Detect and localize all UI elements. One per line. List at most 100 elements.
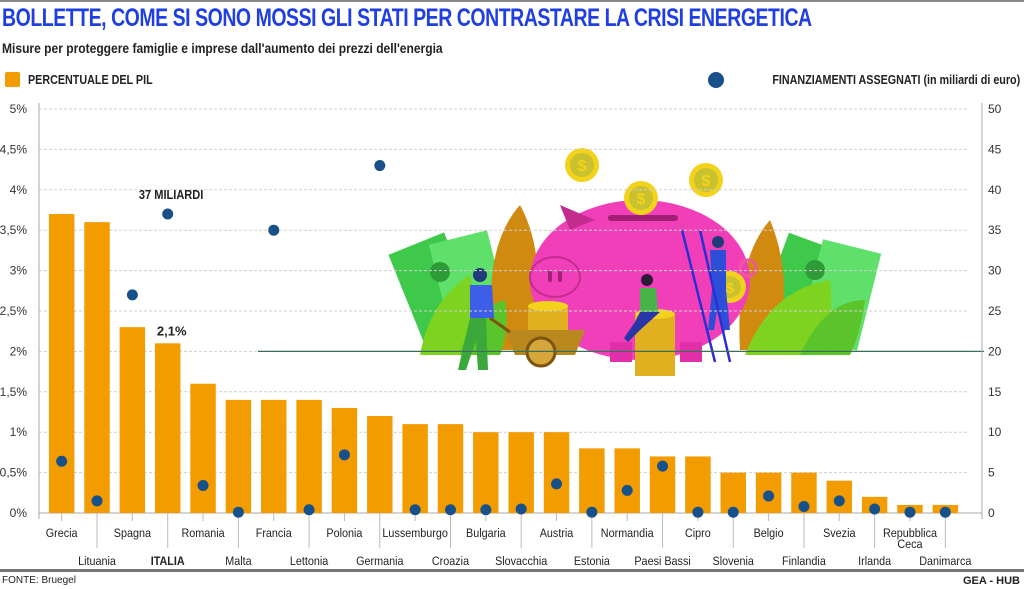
x-tick-label: Belgio <box>754 528 784 541</box>
x-tick-label: Normandia <box>601 528 654 541</box>
svg-text:$: $ <box>702 173 711 190</box>
data-point <box>232 506 244 518</box>
data-point <box>338 449 350 461</box>
piggy-bank-illustration: $ $ $ $ <box>388 148 882 376</box>
bottom-rule <box>0 569 1024 572</box>
x-tick-label: Irlanda <box>858 556 892 569</box>
data-point <box>692 506 704 518</box>
bar <box>685 456 711 513</box>
y-right-tick-label: 0 <box>988 506 995 520</box>
legend-bar-swatch <box>5 72 20 87</box>
y-left-tick-label: 1% <box>10 425 28 439</box>
labels: Grecia Lituania Spagna ITALIA Romania Malta Fr… <box>46 187 972 568</box>
x-tick-label: Lettonia <box>290 556 329 569</box>
x-tick-label: Austria <box>540 528 574 541</box>
data-point <box>303 504 315 516</box>
y-left-tick-label: 3% <box>10 264 28 278</box>
data-point <box>444 504 456 516</box>
leaf-icon <box>739 220 865 355</box>
legend-item-pil: PERCENTUALE DEL PIL <box>5 72 173 87</box>
ladder-icon <box>680 229 732 363</box>
bar <box>225 399 252 513</box>
y-right-tick-label: 45 <box>988 142 1002 156</box>
data-point <box>480 504 492 516</box>
bar <box>367 416 393 513</box>
bar <box>614 448 640 513</box>
x-tick-label: Danimarca <box>919 556 972 569</box>
y-left-tick-label: 5% <box>10 102 28 116</box>
data-point <box>56 455 68 467</box>
data-point <box>621 484 633 496</box>
legend-item-finanziamenti: FINANZIAMENTI ASSEGNATI (in miliardi di … <box>707 72 1020 88</box>
y-right-tick-label: 25 <box>988 304 1002 318</box>
x-tick-label: Paesi Bassi <box>634 556 690 569</box>
y-left-tick-label: 4,5% <box>0 142 27 156</box>
x-tick-label: Estonia <box>574 556 611 569</box>
svg-text:$: $ <box>726 280 735 297</box>
y-left-tick-label: 0,5% <box>0 466 27 480</box>
legend-label-finanziamenti: FINANZIAMENTI ASSEGNATI (in miliardi di … <box>772 73 1020 87</box>
x-tick-label: Francia <box>256 528 293 541</box>
y-left-tick-label: 4% <box>10 183 28 197</box>
x-tick-label: Cipro <box>685 528 711 541</box>
svg-text:$: $ <box>578 158 587 175</box>
data-point <box>409 504 421 516</box>
coin-icon: $ <box>565 148 599 182</box>
data-point <box>162 208 174 220</box>
y-left-tick-label: 0% <box>10 506 28 520</box>
y-right-tick-label: 40 <box>988 183 1002 197</box>
x-tick-label: Polonia <box>326 528 363 541</box>
x-tick-label: Grecia <box>46 528 78 541</box>
gridlines <box>39 108 984 474</box>
data-point <box>798 501 810 513</box>
x-tick-label: Lituania <box>78 556 116 569</box>
bar <box>154 343 181 513</box>
bar <box>508 432 534 513</box>
bar <box>296 399 322 513</box>
axes: 0% 0,5% 1% 1,5% 2% 2,5% 3% 3,5% 4% 4,5% 5% 0 5 10 15 20… <box>0 102 1002 548</box>
y-left-tick-label: 3,5% <box>0 223 27 237</box>
y-left-tick-label: 2,5% <box>0 304 27 318</box>
x-tick-label: Germania <box>356 556 404 569</box>
bar <box>261 399 287 513</box>
bar <box>437 424 464 513</box>
data-point <box>515 503 527 515</box>
chart-subtitle: Misure per proteggere famiglie e imprese… <box>2 40 443 56</box>
bar <box>402 424 428 513</box>
y-left-tick-label: 2% <box>10 344 28 358</box>
bar <box>543 432 570 513</box>
x-tick-label: ITALIA <box>151 556 185 569</box>
y-right-tick-label: 20 <box>988 344 1002 358</box>
data-point <box>91 495 103 507</box>
x-tick-label: Spagna <box>114 528 152 541</box>
data-point <box>126 289 138 301</box>
y-right-tick-label: 35 <box>988 223 1002 237</box>
person-icon <box>624 274 660 342</box>
x-tick-label: Lussemburgo <box>382 528 447 541</box>
bar <box>119 327 146 513</box>
person-icon <box>458 268 494 370</box>
data-point <box>551 478 563 490</box>
y-right-tick-label: 10 <box>988 425 1002 439</box>
x-tick-label: Romania <box>181 528 225 541</box>
bar <box>473 432 499 513</box>
bar <box>84 222 110 513</box>
coin-icon: $ <box>689 163 723 197</box>
bar <box>48 214 75 514</box>
data-point <box>833 495 845 507</box>
data-point <box>374 160 386 172</box>
data-point <box>268 224 280 236</box>
svg-text:$: $ <box>637 191 646 208</box>
y-left-tick-label: 1,5% <box>0 385 27 399</box>
data-point <box>763 490 775 502</box>
bar <box>720 472 746 513</box>
x-tick-label: Slovenia <box>713 556 755 569</box>
y-right-tick-label: 50 <box>988 102 1002 116</box>
bar-annotation: 2,1% <box>157 323 187 338</box>
coin-icon: $ <box>624 181 658 215</box>
data-point <box>657 460 669 472</box>
x-tick-label: Croazia <box>432 556 470 569</box>
x-tick-label: Repubblica <box>883 528 938 541</box>
dot-series <box>56 160 951 518</box>
